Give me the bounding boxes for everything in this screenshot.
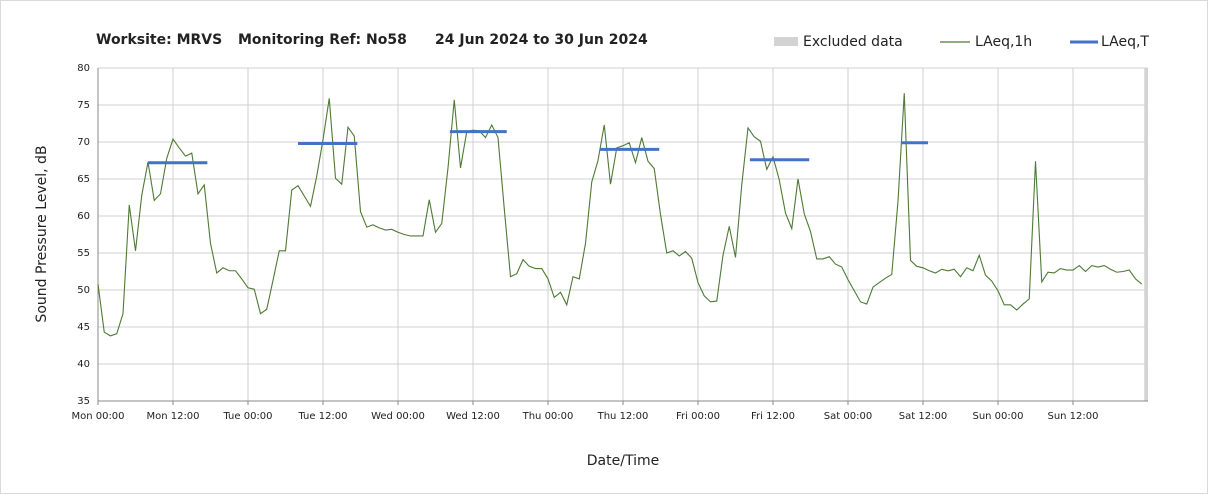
x-tick-label: Tue 12:00 bbox=[297, 411, 347, 422]
x-tick-label: Sun 12:00 bbox=[1047, 411, 1098, 422]
legend-label: Excluded data bbox=[803, 34, 903, 50]
y-tick-label: 55 bbox=[77, 248, 90, 259]
y-tick-label: 80 bbox=[77, 63, 90, 74]
y-tick-label: 35 bbox=[77, 396, 90, 407]
excluded-band bbox=[1144, 68, 1148, 401]
x-tick-label: Mon 00:00 bbox=[71, 411, 124, 422]
x-tick-label: Wed 00:00 bbox=[371, 411, 425, 422]
x-tick-label: Fri 12:00 bbox=[751, 411, 795, 422]
legend-label: LAeq,1h bbox=[975, 34, 1032, 50]
y-tick-label: 45 bbox=[77, 322, 90, 333]
legend-swatch bbox=[774, 37, 798, 46]
x-tick-label: Thu 12:00 bbox=[597, 411, 649, 422]
y-tick-label: 50 bbox=[77, 285, 90, 296]
x-axis-label: Date/Time bbox=[587, 453, 659, 469]
title-ref: Monitoring Ref: No58 bbox=[238, 32, 407, 48]
title-dates: 24 Jun 2024 to 30 Jun 2024 bbox=[435, 32, 648, 48]
x-tick-label: Sun 00:00 bbox=[972, 411, 1023, 422]
y-tick-label: 60 bbox=[77, 211, 90, 222]
series-line bbox=[97, 93, 1143, 337]
x-tick-label: Thu 00:00 bbox=[522, 411, 574, 422]
y-tick-label: 65 bbox=[77, 174, 90, 185]
x-tick-label: Tue 00:00 bbox=[222, 411, 272, 422]
y-tick-label: 70 bbox=[77, 137, 90, 148]
title-worksite: Worksite: MRVS bbox=[96, 32, 222, 48]
y-tick-label: 40 bbox=[77, 359, 90, 370]
x-tick-label: Wed 12:00 bbox=[446, 411, 500, 422]
legend-label: LAeq,T bbox=[1101, 34, 1149, 50]
x-tick-label: Mon 12:00 bbox=[146, 411, 199, 422]
x-tick-label: Sat 12:00 bbox=[899, 411, 947, 422]
x-tick-label: Sat 00:00 bbox=[824, 411, 872, 422]
x-tick-label: Fri 00:00 bbox=[676, 411, 720, 422]
y-tick-label: 75 bbox=[77, 100, 90, 111]
y-axis-label: Sound Pressure Level, dB bbox=[34, 145, 50, 322]
